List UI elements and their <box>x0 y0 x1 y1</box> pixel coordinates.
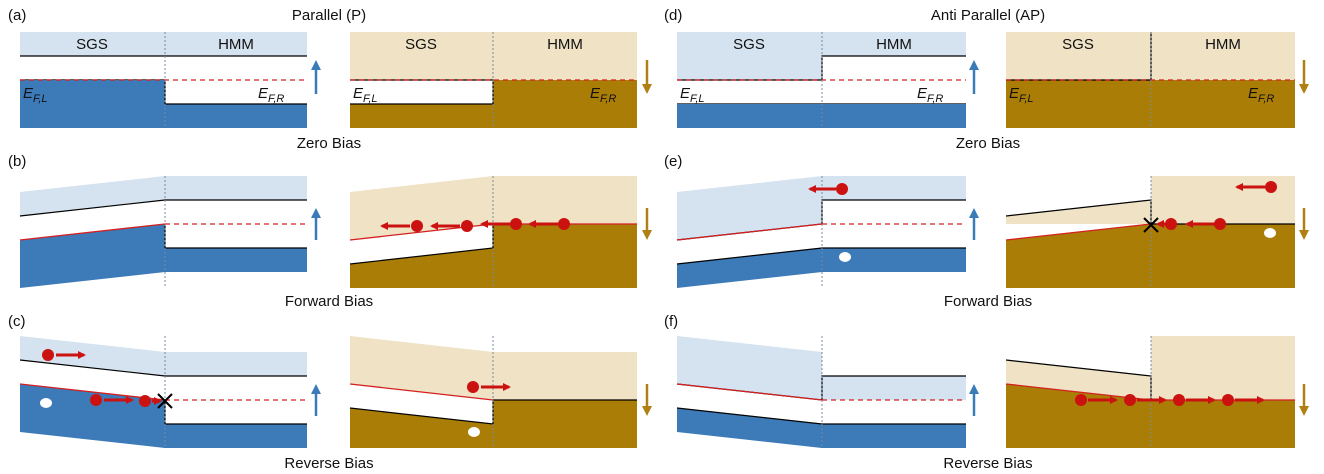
electron-dot-icon <box>1265 181 1277 193</box>
diagram-c-spin-up <box>19 336 321 448</box>
fermi-label-right: EF,R <box>1248 85 1274 105</box>
electron-dot-icon <box>467 381 479 393</box>
fermi-label-left: EF,L <box>1009 85 1034 105</box>
electron-dot-icon <box>510 218 522 230</box>
diagram-f-spin-up <box>676 336 979 448</box>
up-arrow-icon <box>969 60 979 94</box>
down-arrow-icon <box>642 208 652 240</box>
material-label-hmm: HMM <box>1205 36 1241 53</box>
electron-dot-icon <box>411 220 423 232</box>
up-arrow-icon <box>311 60 321 94</box>
electron-dot-icon <box>1124 394 1136 406</box>
fermi-label-right: EF,R <box>258 85 284 105</box>
bias-label-forward-parallel: Forward Bias <box>285 293 373 310</box>
fermi-label-left: EF,L <box>353 85 378 105</box>
title-parallel: Parallel (P) <box>292 7 366 24</box>
diagram-e-spin-down <box>1005 176 1309 288</box>
material-label-hmm: HMM <box>218 36 254 53</box>
hole-dot-icon <box>839 252 851 262</box>
bias-label-reverse-antiparallel: Reverse Bias <box>943 455 1032 472</box>
material-label-sgs: SGS <box>1062 36 1094 53</box>
electron-dot-icon <box>1214 218 1226 230</box>
electron-dot-icon <box>1173 394 1185 406</box>
hole-dot-icon <box>40 398 52 408</box>
electron-dot-icon <box>90 394 102 406</box>
material-label-hmm: HMM <box>876 36 912 53</box>
title-antiparallel: Anti Parallel (AP) <box>931 7 1045 24</box>
electron-flow <box>1075 394 1265 406</box>
panel-label-b: (b) <box>8 153 26 170</box>
cross-mark-icon <box>157 393 173 409</box>
fermi-label-right: EF,R <box>917 85 943 105</box>
down-arrow-icon <box>642 384 652 416</box>
material-label-sgs: SGS <box>76 36 108 53</box>
diagram-b-spin-up <box>19 176 321 288</box>
material-label-sgs: SGS <box>405 36 437 53</box>
fermi-label-right: EF,R <box>590 85 616 105</box>
electron-dot-icon <box>42 349 54 361</box>
bias-label-reverse-parallel: Reverse Bias <box>284 455 373 472</box>
panel-label-d: (d) <box>664 7 682 24</box>
diagram-a-spin-up: SGS HMM EF,L EF,R <box>20 32 321 128</box>
electron-dot-icon <box>558 218 570 230</box>
bias-label-forward-antiparallel: Forward Bias <box>944 293 1032 310</box>
panel-label-c: (c) <box>8 313 26 330</box>
diagram-d-spin-up: SGS HMM EF,L EF,R <box>677 32 979 128</box>
fermi-label-left: EF,L <box>680 85 705 105</box>
panel-label-a: (a) <box>8 7 26 24</box>
down-arrow-icon <box>1299 208 1309 240</box>
hole-dot-icon <box>1264 228 1276 238</box>
panel-label-e: (e) <box>664 153 682 170</box>
diagram-a-spin-down: SGS HMM EF,L EF,R <box>350 32 652 128</box>
material-label-sgs: SGS <box>733 36 765 53</box>
cross-mark-icon <box>1143 217 1159 233</box>
electron-dot-icon <box>139 395 151 407</box>
material-label-hmm: HMM <box>547 36 583 53</box>
up-arrow-icon <box>311 208 321 240</box>
panel-label-f: (f) <box>664 313 678 330</box>
hole-dot-icon <box>468 427 480 437</box>
fermi-label-left: EF,L <box>23 85 48 105</box>
diagram-b-spin-down <box>349 176 652 288</box>
bias-label-zero-parallel: Zero Bias <box>297 135 361 152</box>
up-arrow-icon <box>969 384 979 416</box>
diagram-e-spin-up <box>676 176 979 288</box>
up-arrow-icon <box>969 208 979 240</box>
down-arrow-icon <box>642 60 652 94</box>
electron-dot-icon <box>461 220 473 232</box>
electron-dot-icon <box>1165 218 1177 230</box>
down-arrow-icon <box>1299 60 1309 94</box>
electron-flow <box>380 218 570 232</box>
bias-label-zero-antiparallel: Zero Bias <box>956 135 1020 152</box>
electron-dot-icon <box>1075 394 1087 406</box>
down-arrow-icon <box>1299 384 1309 416</box>
diagram-d-spin-down: SGS HMM EF,L EF,R <box>1006 32 1309 128</box>
diagram-f-spin-down <box>1005 336 1309 448</box>
up-arrow-icon <box>311 384 321 416</box>
diagram-c-spin-down <box>349 336 652 448</box>
electron-dot-icon <box>1222 394 1234 406</box>
electron-dot-icon <box>836 183 848 195</box>
